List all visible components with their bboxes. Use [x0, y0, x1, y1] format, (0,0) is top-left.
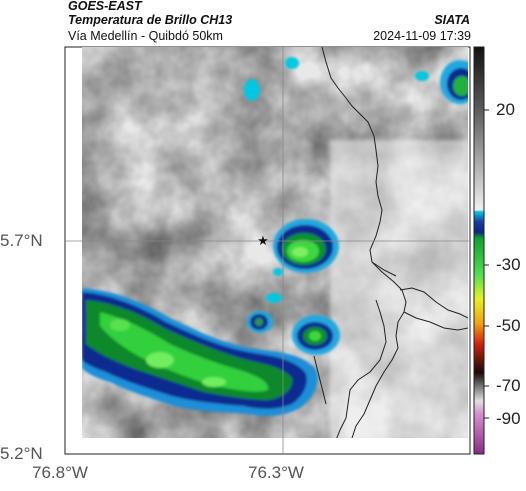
boundary-line	[321, 47, 407, 438]
boundary-line	[403, 311, 468, 331]
star-icon: ★	[257, 234, 269, 249]
cyan-blob	[415, 71, 429, 81]
colorbar-label: 20	[496, 100, 515, 119]
datetime-label: 2024-11-09 17:39	[373, 29, 471, 43]
boundary-line	[371, 261, 397, 277]
convective-cell-small	[247, 311, 273, 333]
boundary-line	[336, 299, 387, 438]
colorbar-label: -90	[496, 409, 521, 428]
boundary-line	[399, 287, 468, 319]
lat-tick-label: 5.2°N	[0, 444, 43, 463]
source-title: GOES-EAST	[68, 0, 142, 13]
convective-cell-center	[273, 219, 339, 273]
convective-band	[82, 288, 318, 416]
cyan-blob	[273, 268, 283, 276]
colorbar-ticks	[484, 109, 489, 419]
lat-tick-label: 5.7°N	[0, 231, 43, 250]
colorbar-label: -70	[496, 376, 521, 395]
product-title: Temperatura de Brillo CH13	[68, 13, 233, 27]
cyan-blob	[266, 293, 282, 303]
cyan-blob	[285, 57, 299, 69]
region-subtitle: Vía Medellín - Quibdó 50km	[68, 29, 223, 43]
convective-cell-right	[292, 315, 340, 355]
colorbar-label: -30	[496, 255, 521, 274]
boundary-line	[313, 355, 327, 405]
lon-tick-label: 76.8°W	[32, 463, 88, 482]
lon-tick-label: 76.3°W	[248, 463, 304, 482]
cyan-blob	[244, 79, 260, 101]
convective-cell-top-right	[440, 60, 468, 104]
colorbar-label: -50	[496, 316, 521, 335]
agency-label: SIATA	[434, 13, 470, 27]
colorbar	[473, 46, 485, 455]
